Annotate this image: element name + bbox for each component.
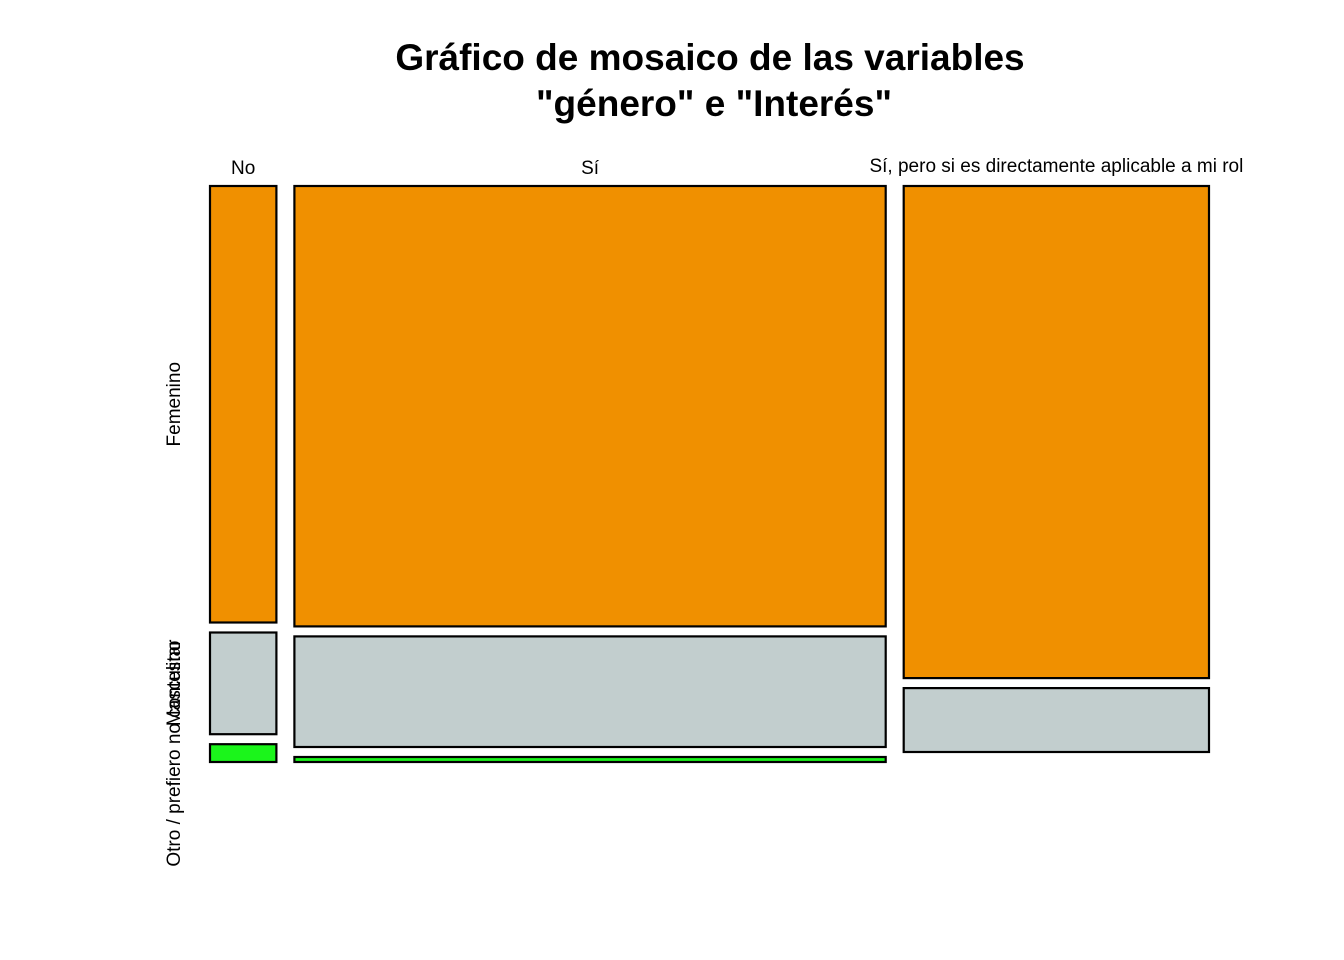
- tile-no-femenino: [208, 184, 278, 624]
- row-label-otro-prefiero-no-contestar: Otro / prefiero no contestar: [164, 639, 185, 867]
- column-label-si-pero-si-es-directamente-aplicable-a-mi-rol: Sí, pero si es directamente aplicable a …: [869, 156, 1243, 177]
- tile-no-masculino: [208, 631, 278, 736]
- row-label-femenino: Femenino: [164, 362, 185, 447]
- row-label-masculino: Masculino: [164, 641, 185, 727]
- tile-si-otro-prefiero-no-contestar: [293, 755, 887, 764]
- chart-title-line-1: Gráfico de mosaico de las variables: [395, 37, 1024, 78]
- column-label-si: Sí: [581, 158, 600, 179]
- column-label-no: No: [231, 158, 255, 179]
- tile-si-pero-si-es-directamente-aplicable-a-mi-rol-femenino: [902, 184, 1211, 680]
- column-labels: No Sí Sí, pero si es directamente aplicabl…: [231, 156, 1243, 179]
- tile-si-masculino: [293, 635, 887, 749]
- mosaic-tiles: [208, 184, 1211, 764]
- tile-si-femenino: [293, 184, 887, 628]
- chart-title-line-2: "género" e "Interés": [536, 83, 892, 124]
- tile-si-pero-si-es-directamente-aplicable-a-mi-rol-masculino: [902, 686, 1211, 754]
- tile-no-otro-prefiero-no-contestar: [208, 743, 278, 764]
